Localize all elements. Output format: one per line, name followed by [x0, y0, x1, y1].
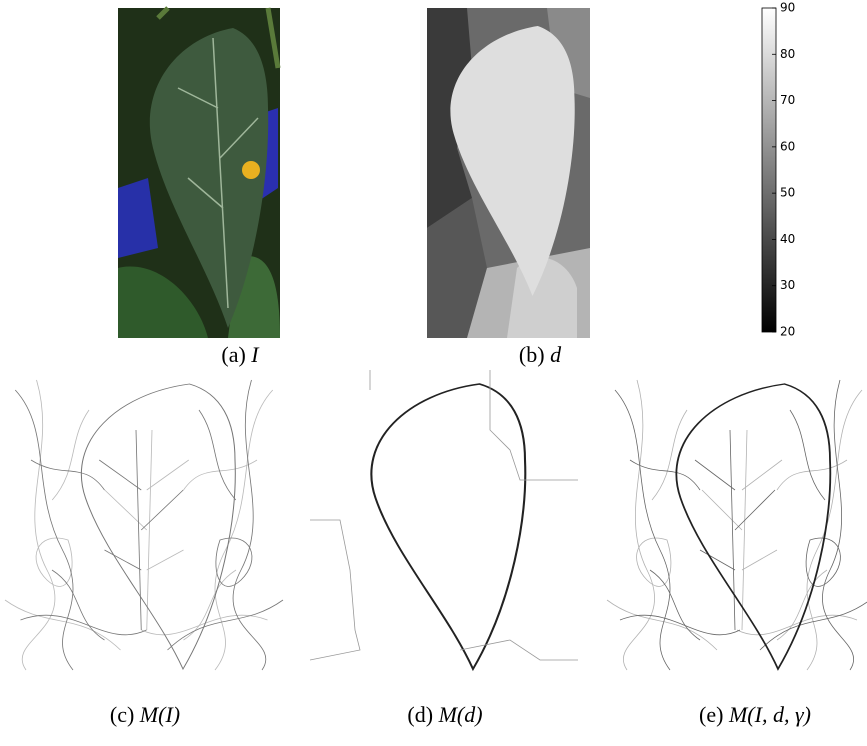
figure: 90 80 70 60 50 40 30 20 (a) I (b) d (c) M(I) (d… — [0, 0, 867, 746]
caption-math: M(I) — [139, 702, 180, 727]
caption: (d) M(d) — [407, 702, 482, 727]
panel-edges-image — [5, 370, 283, 670]
caption-math: M(I, d, γ) — [728, 702, 811, 727]
colorbar-tick-label: 30 — [780, 278, 795, 292]
panel-edges-depth — [310, 370, 578, 669]
panel-edges-combined — [607, 370, 867, 670]
caption: (a) I — [221, 342, 260, 367]
colorbar — [762, 8, 776, 332]
caption-math: d — [550, 342, 562, 367]
colorbar-tick-label: 40 — [780, 232, 795, 246]
caption-tag: (d) — [407, 702, 433, 727]
colorbar-tick-label: 60 — [780, 139, 795, 153]
caption-tag: (b) — [519, 342, 545, 367]
panel-image — [118, 8, 280, 338]
caption-tag: (c) — [110, 702, 134, 727]
caption: (b) d — [519, 342, 562, 367]
colorbar-tick-label: 90 — [780, 1, 795, 15]
caption-tag: (a) — [221, 342, 245, 367]
caption-math: M(d) — [438, 702, 483, 727]
caption-tag: (e) — [699, 702, 723, 727]
caption-math: I — [250, 342, 260, 367]
colorbar-tick-label: 50 — [780, 186, 795, 200]
caption: (c) M(I) — [110, 702, 180, 727]
colorbar-tick-label: 20 — [780, 325, 795, 339]
caption: (e) M(I, d, γ) — [699, 702, 811, 727]
colorbar-tick-label: 70 — [780, 93, 795, 107]
panel-depth — [427, 8, 590, 338]
colorbar-tick-label: 80 — [780, 47, 795, 61]
